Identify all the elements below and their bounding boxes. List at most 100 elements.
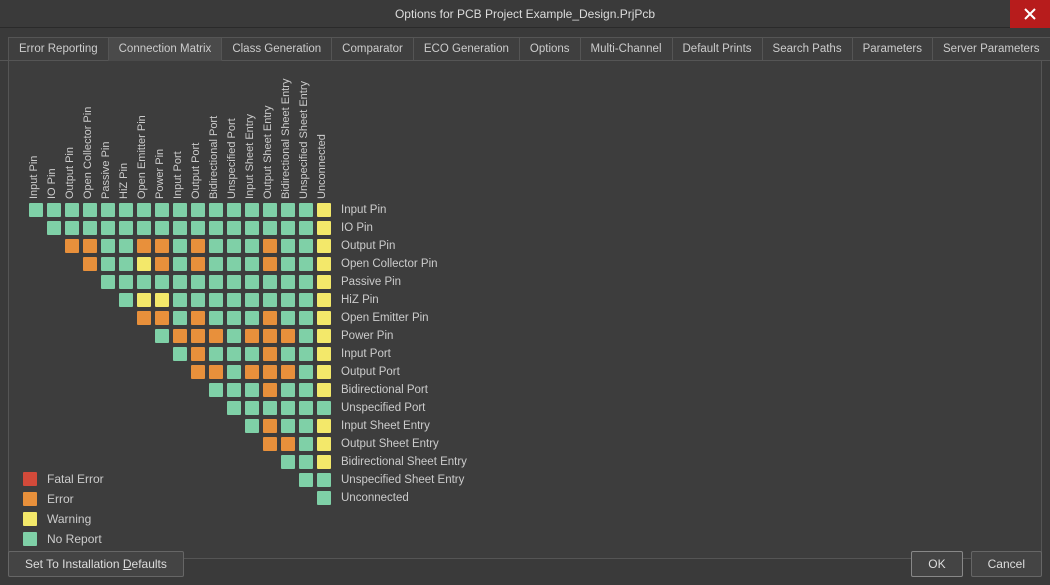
matrix-cell[interactable] [317, 365, 331, 379]
matrix-cell[interactable] [155, 275, 169, 289]
matrix-cell[interactable] [101, 203, 115, 217]
matrix-cell[interactable] [281, 383, 295, 397]
matrix-cell[interactable] [209, 383, 223, 397]
matrix-cell[interactable] [317, 275, 331, 289]
matrix-cell[interactable] [29, 203, 43, 217]
matrix-cell[interactable] [263, 257, 277, 271]
matrix-cell[interactable] [173, 257, 187, 271]
matrix-cell[interactable] [155, 203, 169, 217]
matrix-cell[interactable] [245, 257, 259, 271]
matrix-cell[interactable] [281, 365, 295, 379]
matrix-cell[interactable] [173, 329, 187, 343]
matrix-cell[interactable] [263, 329, 277, 343]
matrix-cell[interactable] [245, 401, 259, 415]
matrix-cell[interactable] [209, 365, 223, 379]
matrix-cell[interactable] [281, 311, 295, 325]
matrix-cell[interactable] [317, 311, 331, 325]
matrix-cell[interactable] [65, 221, 79, 235]
matrix-cell[interactable] [65, 203, 79, 217]
matrix-cell[interactable] [137, 239, 151, 253]
matrix-cell[interactable] [173, 311, 187, 325]
matrix-cell[interactable] [191, 221, 205, 235]
matrix-cell[interactable] [191, 203, 205, 217]
matrix-cell[interactable] [83, 203, 97, 217]
matrix-cell[interactable] [281, 329, 295, 343]
matrix-cell[interactable] [317, 473, 331, 487]
cancel-button[interactable]: Cancel [971, 551, 1042, 577]
matrix-cell[interactable] [227, 401, 241, 415]
matrix-cell[interactable] [83, 257, 97, 271]
matrix-cell[interactable] [299, 329, 313, 343]
matrix-cell[interactable] [209, 293, 223, 307]
matrix-cell[interactable] [137, 203, 151, 217]
matrix-cell[interactable] [191, 239, 205, 253]
tab-connection-matrix[interactable]: Connection Matrix [108, 37, 223, 61]
matrix-cell[interactable] [119, 221, 133, 235]
tab-parameters[interactable]: Parameters [852, 37, 933, 60]
matrix-cell[interactable] [317, 383, 331, 397]
matrix-cell[interactable] [191, 311, 205, 325]
matrix-cell[interactable] [191, 257, 205, 271]
matrix-cell[interactable] [317, 419, 331, 433]
matrix-cell[interactable] [173, 239, 187, 253]
matrix-cell[interactable] [281, 257, 295, 271]
matrix-cell[interactable] [227, 221, 241, 235]
matrix-cell[interactable] [299, 221, 313, 235]
matrix-cell[interactable] [173, 203, 187, 217]
matrix-cell[interactable] [245, 383, 259, 397]
matrix-cell[interactable] [317, 455, 331, 469]
matrix-cell[interactable] [173, 293, 187, 307]
matrix-cell[interactable] [317, 401, 331, 415]
tab-server-parameters[interactable]: Server Parameters [932, 37, 1050, 60]
matrix-cell[interactable] [299, 311, 313, 325]
matrix-cell[interactable] [101, 239, 115, 253]
matrix-cell[interactable] [137, 311, 151, 325]
matrix-cell[interactable] [209, 311, 223, 325]
matrix-cell[interactable] [317, 437, 331, 451]
matrix-cell[interactable] [119, 257, 133, 271]
matrix-cell[interactable] [209, 239, 223, 253]
matrix-cell[interactable] [209, 329, 223, 343]
tab-error-reporting[interactable]: Error Reporting [8, 37, 109, 60]
matrix-cell[interactable] [245, 239, 259, 253]
matrix-cell[interactable] [83, 239, 97, 253]
matrix-cell[interactable] [101, 221, 115, 235]
matrix-cell[interactable] [191, 275, 205, 289]
matrix-cell[interactable] [155, 311, 169, 325]
matrix-cell[interactable] [245, 293, 259, 307]
matrix-cell[interactable] [155, 221, 169, 235]
matrix-cell[interactable] [263, 401, 277, 415]
tab-search-paths[interactable]: Search Paths [762, 37, 853, 60]
matrix-cell[interactable] [227, 275, 241, 289]
matrix-cell[interactable] [299, 455, 313, 469]
matrix-cell[interactable] [299, 257, 313, 271]
matrix-cell[interactable] [65, 239, 79, 253]
matrix-cell[interactable] [317, 203, 331, 217]
matrix-cell[interactable] [299, 347, 313, 361]
matrix-cell[interactable] [263, 221, 277, 235]
matrix-cell[interactable] [83, 221, 97, 235]
matrix-cell[interactable] [317, 239, 331, 253]
matrix-cell[interactable] [209, 257, 223, 271]
tab-multi-channel[interactable]: Multi-Channel [580, 37, 673, 60]
tab-eco-generation[interactable]: ECO Generation [413, 37, 520, 60]
matrix-cell[interactable] [101, 275, 115, 289]
matrix-cell[interactable] [119, 203, 133, 217]
matrix-cell[interactable] [191, 365, 205, 379]
matrix-cell[interactable] [227, 239, 241, 253]
tab-class-generation[interactable]: Class Generation [221, 37, 332, 60]
matrix-cell[interactable] [47, 221, 61, 235]
matrix-cell[interactable] [281, 437, 295, 451]
matrix-cell[interactable] [281, 275, 295, 289]
matrix-cell[interactable] [281, 455, 295, 469]
matrix-cell[interactable] [155, 239, 169, 253]
tab-options[interactable]: Options [519, 37, 581, 60]
matrix-cell[interactable] [173, 275, 187, 289]
matrix-cell[interactable] [263, 293, 277, 307]
matrix-cell[interactable] [137, 293, 151, 307]
ok-button[interactable]: OK [911, 551, 962, 577]
matrix-cell[interactable] [263, 365, 277, 379]
matrix-cell[interactable] [137, 221, 151, 235]
matrix-cell[interactable] [245, 365, 259, 379]
matrix-cell[interactable] [299, 383, 313, 397]
